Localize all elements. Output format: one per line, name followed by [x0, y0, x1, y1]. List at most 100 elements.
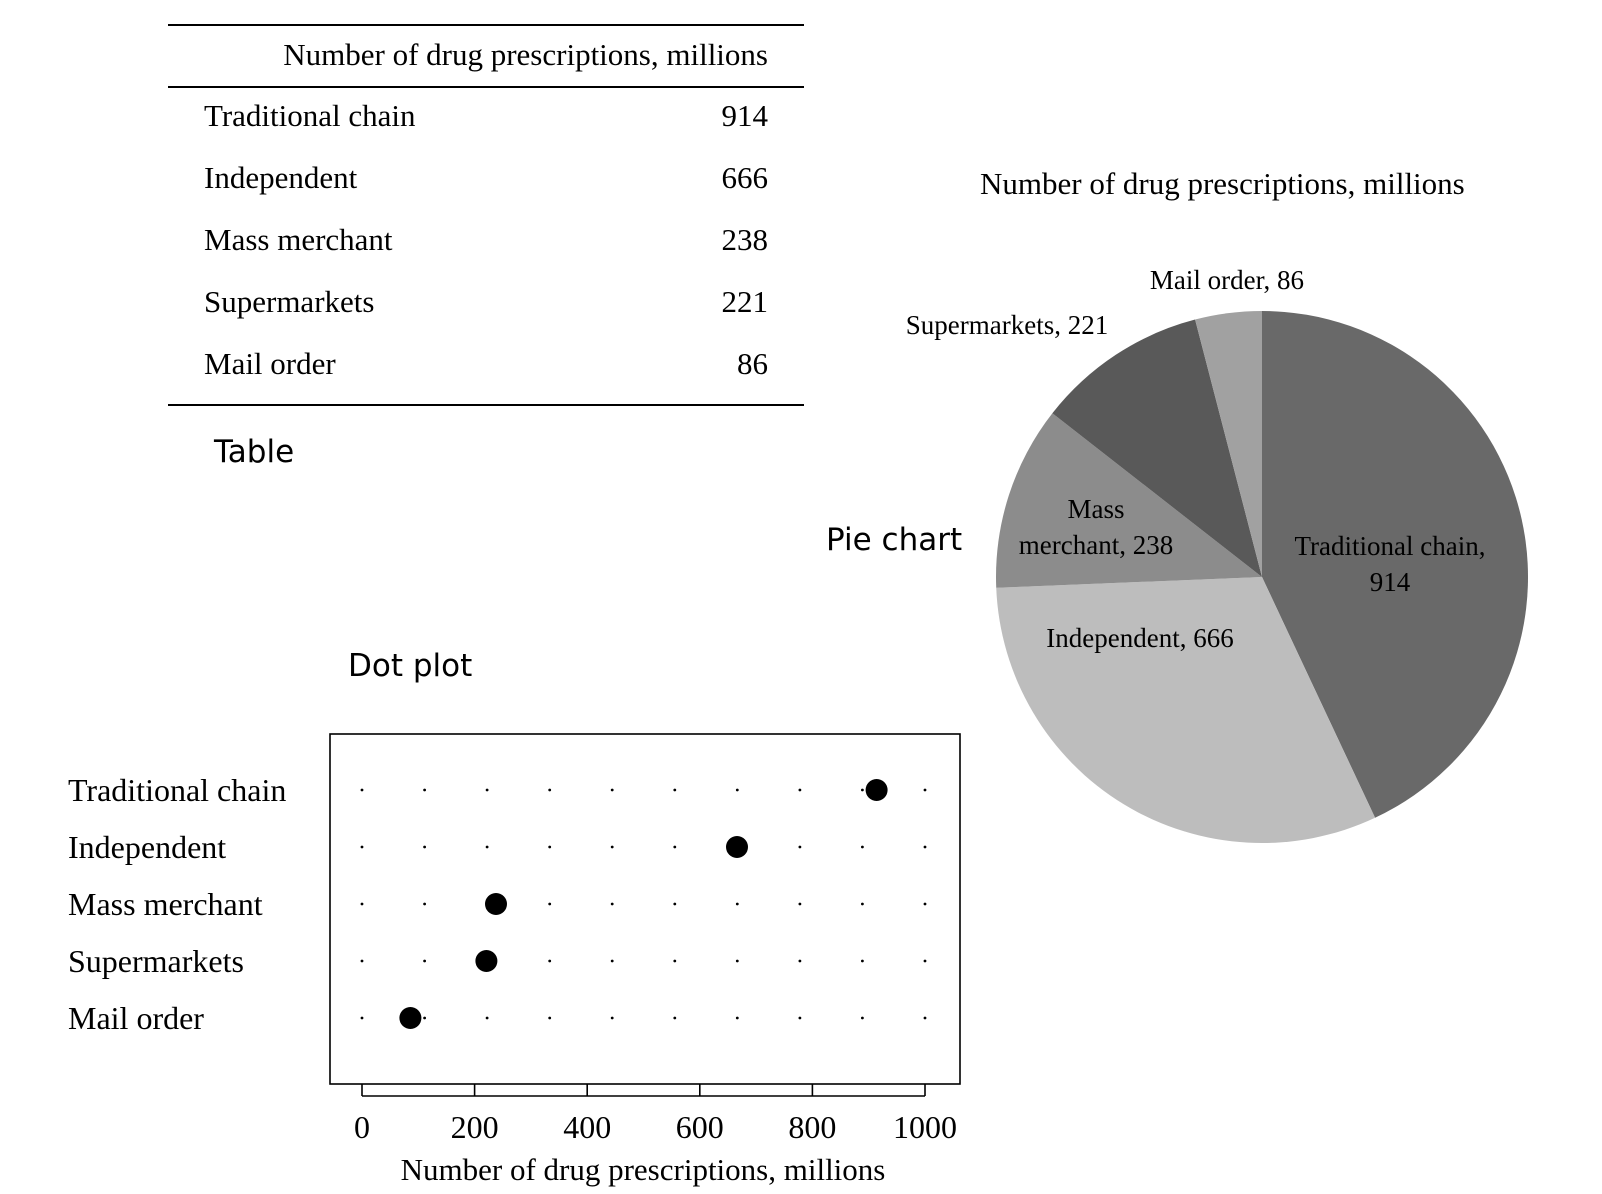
dot-plot-category-mass-merchant: Mass merchant — [68, 886, 263, 922]
dot-plot-grid-dot — [798, 902, 802, 906]
dot-plot-grid-dot — [610, 959, 614, 963]
dot-plot-grid-dot — [735, 1016, 739, 1020]
dot-plot-grid-dot — [861, 1016, 864, 1020]
dot-plot-grid-dot — [798, 845, 802, 849]
dot-plot-grid-dot — [735, 902, 739, 906]
table-bottom-rule — [168, 404, 804, 406]
table-row-label: Mass merchant — [204, 222, 393, 257]
table-row-label: Traditional chain — [204, 98, 416, 133]
dot-plot-grid-dot — [861, 959, 864, 963]
table-row-value: 238 — [721, 222, 769, 257]
dot-plot-grid-dot — [798, 788, 802, 792]
table-row-label: Supermarkets — [204, 284, 375, 319]
table-top-rule — [168, 24, 804, 26]
dot-plot-grid-dot — [548, 902, 552, 906]
dot-plot-grid-dot — [423, 959, 426, 963]
table-row-value: 221 — [721, 284, 769, 319]
dot-plot-category-independent: Independent — [68, 829, 226, 865]
pie-slice-independent — [996, 577, 1376, 844]
dot-plot-grid-dot — [923, 845, 927, 849]
dot-plot-grid-dot — [673, 902, 677, 906]
dot-plot-x-tick-label: 1000 — [893, 1109, 957, 1145]
pie-slice-label-mail-order: Mail order, 86 — [1150, 265, 1304, 295]
dot-plot-grid-dot — [923, 788, 927, 792]
dot-plot-x-tick-label: 200 — [451, 1109, 499, 1145]
dot-plot-point-mail-order — [399, 1007, 422, 1029]
pie-slice-mass-merchant — [996, 413, 1262, 588]
dot-plot-grid-dot — [485, 959, 489, 963]
pie-slice-label-traditional-chain: Traditional chain, 914 — [1295, 531, 1486, 597]
dot-plot-grid-dot — [673, 788, 677, 792]
pie-chart-title: Number of drug prescriptions, millions — [980, 166, 1465, 201]
dot-plot-category-mail-order: Mail order — [68, 1000, 204, 1036]
dot-plot-grid-dot — [735, 959, 739, 963]
dot-plot-grid-dot — [610, 845, 614, 849]
table-header-rule — [168, 86, 804, 88]
dot-plot-frame — [329, 733, 961, 1085]
dot-plot-grid-dot — [548, 1016, 552, 1020]
dot-plot-grid-dot — [423, 902, 426, 906]
dot-plot-grid-dot — [610, 1016, 614, 1020]
dot-plot-grid-dot — [360, 959, 364, 963]
table-row: Traditional chain 914 — [168, 96, 768, 136]
pie-slice-label-supermarkets: Supermarkets, 221 — [906, 310, 1108, 340]
dot-plot-point-independent — [726, 836, 748, 858]
dot-plot-grid-dot — [861, 845, 864, 849]
table-caption: Table — [214, 434, 295, 470]
dot-plot-point-mass-merchant — [485, 893, 507, 915]
pie-slice-label-mass-merchant: Mass merchant, 238 — [1019, 494, 1173, 560]
table-row-value: 914 — [721, 98, 769, 133]
table-row-value: 86 — [737, 346, 768, 381]
dot-plot-grid-dot — [360, 845, 364, 849]
dot-plot-grid-dot — [673, 1016, 677, 1020]
dot-plot-grid-dot — [735, 845, 739, 849]
dot-plot-grid-dot — [923, 1016, 927, 1020]
dot-plot-grid-dot — [485, 902, 489, 906]
dot-plot-grid-dot — [798, 1016, 802, 1020]
table-row: Independent 666 — [168, 158, 768, 198]
table-header: Number of drug prescriptions, millions — [283, 37, 768, 72]
dot-plot-point-supermarkets — [475, 950, 498, 972]
table-row: Supermarkets 221 — [168, 282, 768, 322]
dot-plot-x-tick-label: 400 — [563, 1109, 611, 1145]
dot-plot-grid-dot — [673, 845, 677, 849]
dot-plot-grid-dot — [923, 902, 927, 906]
table-row: Mass merchant 238 — [168, 220, 768, 260]
table-row-value: 666 — [721, 160, 769, 195]
dot-plot-category-supermarkets: Supermarkets — [68, 943, 244, 979]
dot-plot-grid-dot — [673, 959, 677, 963]
dot-plot-grid-dot — [423, 1016, 426, 1020]
dot-plot-grid-dot — [610, 788, 614, 792]
dot-plot-grid-dot — [735, 788, 739, 792]
dot-plot-grid-dot — [423, 845, 426, 849]
dot-plot-grid-dot — [548, 788, 552, 792]
dot-plot-grid-dot — [485, 845, 489, 849]
dot-plot-grid-dot — [923, 959, 927, 963]
dot-plot-grid-dot — [548, 845, 552, 849]
table-row: Mail order 86 — [168, 344, 768, 384]
dot-plot-point-traditional-chain — [865, 779, 888, 801]
pie-slice-label-independent: Independent, 666 — [1046, 623, 1233, 653]
dot-plot-grid-dot — [423, 788, 426, 792]
dot-plot-x-tick-label: 0 — [354, 1109, 370, 1145]
pie-chart-caption: Pie chart — [826, 522, 963, 558]
pie-slice-traditional-chain — [1262, 311, 1529, 818]
dot-plot-grid-dot — [360, 1016, 364, 1020]
dot-plot-x-tick-label: 600 — [676, 1109, 724, 1145]
dot-plot-caption: Dot plot — [348, 648, 473, 684]
dot-plot-category-traditional-chain: Traditional chain — [68, 772, 286, 808]
dot-plot-grid-dot — [485, 1016, 489, 1020]
dot-plot-grid-dot — [360, 788, 364, 792]
dot-plot-grid-dot — [798, 959, 802, 963]
dot-plot-grid-dot — [861, 902, 864, 906]
pie-slice-mail-order — [1195, 311, 1262, 577]
table-row-label: Mail order — [204, 346, 336, 381]
dot-plot-grid-dot — [548, 959, 552, 963]
dot-plot-grid-dot — [610, 902, 614, 906]
dot-plot-grid-dot — [360, 902, 364, 906]
pie-slice-supermarkets — [1052, 319, 1262, 577]
dot-plot-grid-dot — [485, 788, 489, 792]
dot-plot-grid-dot — [861, 788, 864, 792]
table-row-label: Independent — [204, 160, 358, 195]
dot-plot-x-tick-label: 800 — [788, 1109, 836, 1145]
